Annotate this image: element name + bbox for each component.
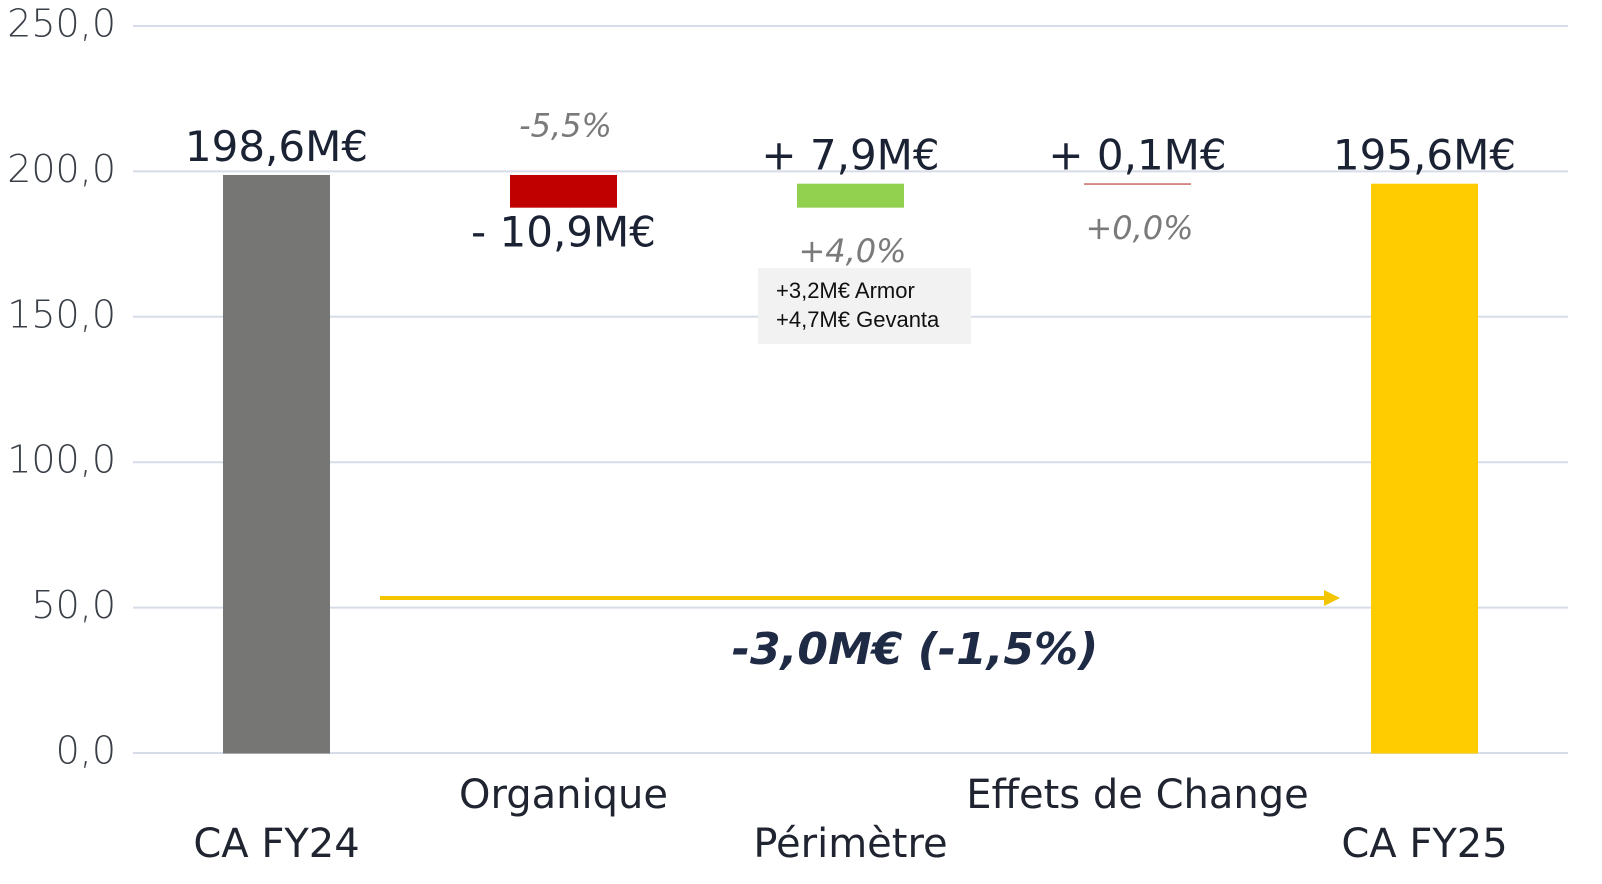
y-tick-label: 0,0	[56, 729, 116, 773]
bar	[223, 174, 330, 754]
x-tick-label: Effets de Change	[966, 772, 1309, 818]
y-tick-label: 50,0	[31, 583, 116, 627]
x-tick-label: Périmètre	[753, 821, 947, 867]
bar	[510, 174, 617, 208]
value-label: + 7,9M€	[761, 131, 939, 180]
value-label: + 0,1M€	[1048, 130, 1226, 179]
percent-label: +0,0%	[1085, 209, 1193, 247]
value-label: 198,6M€	[185, 122, 368, 171]
note-line: +4,7M€ Gevanta	[776, 307, 940, 332]
x-tick-label: Organique	[459, 772, 668, 818]
x-tick-label: CA FY24	[193, 821, 359, 867]
percent-label: -5,5%	[519, 106, 612, 144]
y-tick-label: 200,0	[7, 147, 116, 191]
bar	[797, 183, 904, 208]
value-label: 195,6M€	[1333, 131, 1516, 180]
note-line: +3,2M€ Armor	[776, 278, 915, 303]
change-annotation: -3,0M€ (-1,5%)	[732, 624, 1098, 675]
value-label: - 10,9M€	[471, 208, 656, 257]
x-tick-label: CA FY25	[1341, 821, 1507, 867]
y-tick-label: 150,0	[7, 292, 116, 336]
y-tick-label: 250,0	[7, 2, 116, 46]
bar	[1371, 183, 1478, 754]
y-tick-label: 100,0	[7, 438, 116, 482]
note-box	[758, 268, 971, 344]
percent-label: +4,0%	[798, 232, 906, 270]
change-arrow-head	[1324, 590, 1340, 606]
